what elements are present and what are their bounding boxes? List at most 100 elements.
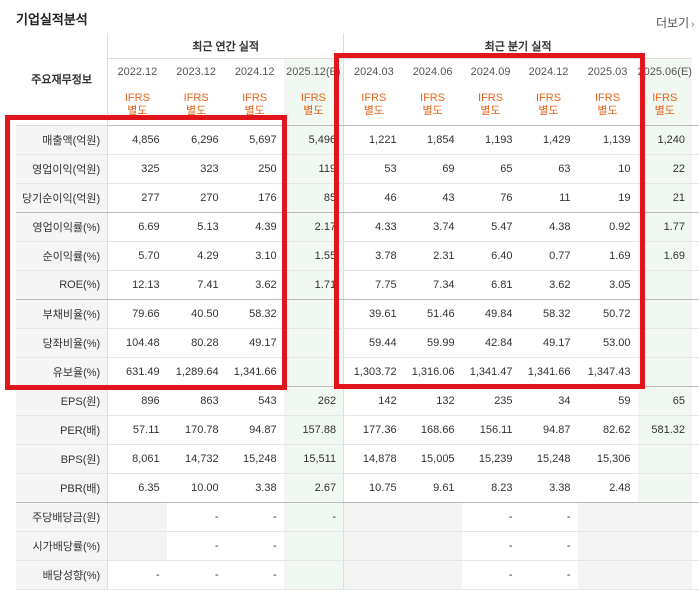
value-cell: 53 [343, 154, 404, 184]
value-cell: - [166, 531, 226, 561]
ifrs-header: IFRS 별도 [461, 85, 520, 126]
value-cell: 4.29 [166, 241, 226, 271]
value-cell [637, 328, 692, 358]
value-cell: 46 [343, 183, 404, 213]
value-cell: - [283, 502, 345, 532]
value-cell: 168.66 [403, 415, 462, 445]
ifrs-header: IFRS 별도 [637, 85, 692, 126]
value-cell: 156.11 [461, 415, 520, 445]
value-cell: 39.61 [343, 299, 404, 329]
value-cell: 59 [577, 386, 638, 416]
value-cell: - [225, 531, 284, 561]
value-cell: 3.38 [225, 473, 284, 503]
table-row: 당좌비율(%) 104.48 80.28 49.17 59.44 59.99 42.84 49… [16, 328, 699, 358]
value-cell: 3.62 [225, 270, 284, 300]
value-cell [283, 560, 345, 590]
value-cell: 8.23 [461, 473, 520, 503]
table-row: 영업이익(억원) 325 323 250 119 53 69 65 63 10 22 [16, 154, 699, 184]
value-cell: 2.17 [283, 212, 345, 242]
value-cell: 12.13 [107, 270, 167, 300]
period-header: 2025.06(E) [637, 58, 692, 85]
value-cell: 4,856 [107, 125, 167, 155]
ifrs-label: IFRS [242, 92, 268, 104]
table-row: 부채비율(%) 79.66 40.50 58.32 39.61 51.46 49.84 58.… [16, 299, 699, 329]
basis-label: 별도 [597, 105, 618, 117]
value-cell: 94.87 [519, 415, 578, 445]
period-header: 2024.06 [412, 66, 453, 78]
ifrs-header: IFRS 별도 [403, 85, 462, 126]
table-row: ROE(%) 12.13 7.41 3.62 1.71 7.75 7.34 6.81 3.62 3… [16, 270, 699, 300]
value-cell: 3.78 [343, 241, 404, 271]
filler-cell [692, 473, 699, 503]
value-cell: 2.31 [403, 241, 462, 271]
value-cell: 1.77 [637, 212, 692, 242]
ifrs-label: IFRS [478, 92, 504, 104]
value-cell: 7.34 [403, 270, 462, 300]
value-cell: 3.05 [577, 270, 638, 300]
value-cell: 80.28 [166, 328, 226, 358]
value-cell: 15,511 [283, 444, 345, 474]
value-cell: 59.44 [343, 328, 404, 358]
value-cell: - [225, 560, 284, 590]
value-cell: 1,341.47 [461, 357, 520, 387]
filler-cell [692, 328, 699, 358]
ifrs-label: IFRS [594, 92, 621, 104]
value-cell: 15,005 [403, 444, 462, 474]
value-cell: 1,341.66 [225, 357, 284, 387]
value-cell [107, 531, 167, 561]
basis-label: 별도 [480, 105, 501, 117]
value-cell: 543 [225, 386, 284, 416]
value-cell: 250 [225, 154, 284, 184]
row-label: ROE(%) [16, 270, 109, 300]
value-cell [637, 502, 692, 532]
more-link[interactable]: 더보기 › [656, 14, 694, 31]
value-cell: 82.62 [577, 415, 638, 445]
table-row: 유보율(%) 631.49 1,289.64 1,341.66 1,303.72 1,31… [16, 357, 699, 387]
chevron-right-icon: › [691, 19, 695, 30]
value-cell: 43 [403, 183, 462, 213]
filler-cell [692, 357, 699, 387]
basis-label: 별도 [422, 105, 443, 117]
row-label: 순이익률(%) [16, 241, 109, 271]
basis-label: 별도 [363, 105, 384, 117]
value-cell: 15,248 [519, 444, 578, 474]
basis-label: 별도 [186, 105, 207, 117]
value-cell: 1.71 [283, 270, 345, 300]
value-cell [283, 531, 345, 561]
filler-cell [692, 502, 699, 532]
filler-cell [692, 531, 699, 561]
row-label: 시가배당률(%) [16, 531, 109, 561]
row-label: 매출액(억원) [16, 125, 109, 155]
table-row: 당기순이익(억원) 277 270 176 85 46 43 76 11 19 21 [16, 183, 699, 213]
period-header: 2024.03 [353, 66, 394, 78]
filler-cell [692, 386, 699, 416]
ifrs-header: IFRS 별도 [343, 85, 404, 126]
value-cell [283, 328, 345, 358]
filler-cell [692, 59, 699, 86]
row-label: 배당성향(%) [16, 560, 109, 590]
value-cell: 3.10 [225, 241, 284, 271]
row-label: 당좌비율(%) [16, 328, 109, 358]
value-cell: 65 [461, 154, 520, 184]
value-cell: 76 [461, 183, 520, 213]
value-cell: 79.66 [107, 299, 167, 329]
value-cell: - [461, 531, 520, 561]
row-label: PER(배) [16, 415, 109, 445]
period-header: 2024.12 [234, 66, 275, 78]
value-cell: 49.17 [225, 328, 284, 358]
table-row: PER(배) 57.11 170.78 94.87 157.88 177.36 168.66… [16, 415, 699, 445]
more-label: 더보기 [656, 16, 690, 30]
value-cell: 94.87 [225, 415, 284, 445]
value-cell: 0.92 [577, 212, 638, 242]
basis-label: 별도 [127, 105, 148, 117]
value-cell: 235 [461, 386, 520, 416]
value-cell: 3.38 [519, 473, 578, 503]
value-cell: 40.50 [166, 299, 226, 329]
row-label: 영업이익(억원) [16, 154, 109, 184]
row-label: 유보율(%) [16, 357, 109, 387]
table-row: BPS(원) 8,061 14,732 15,248 15,511 14,878 15,00… [16, 444, 699, 474]
value-cell [637, 473, 692, 503]
value-cell: 1,429 [519, 125, 578, 155]
value-cell: 9.61 [403, 473, 462, 503]
ifrs-label: IFRS [420, 92, 446, 104]
